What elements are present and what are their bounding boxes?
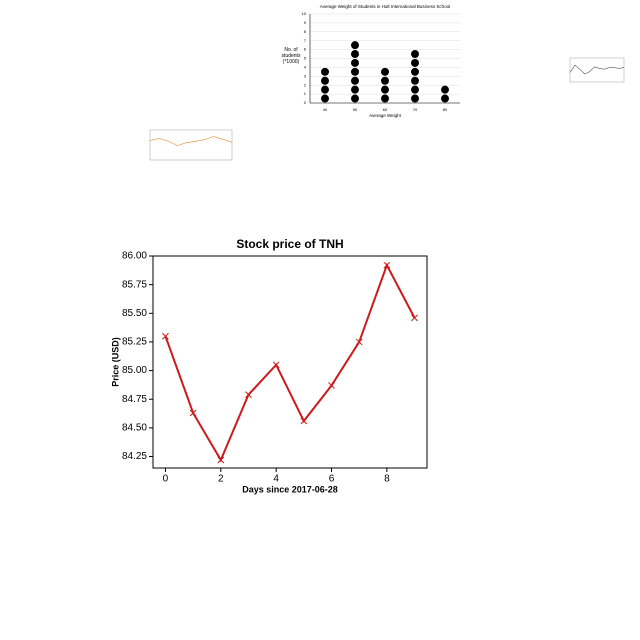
dot xyxy=(321,85,329,94)
marker xyxy=(189,409,197,417)
y-axis-label: No. of students (*1000) xyxy=(281,47,301,65)
chart-title: Average Weight of Students in Hult Inter… xyxy=(320,4,450,9)
y-tick-label: 85.75 xyxy=(122,279,147,290)
dot xyxy=(351,50,359,59)
dot xyxy=(381,85,389,94)
marker xyxy=(245,391,252,399)
dot xyxy=(411,94,419,103)
dot xyxy=(321,67,329,76)
marker xyxy=(300,417,308,425)
marker xyxy=(328,382,335,389)
dot xyxy=(441,85,449,94)
dot xyxy=(321,76,329,85)
x-tick-label: 40 xyxy=(323,107,328,112)
dot xyxy=(411,58,419,67)
dot xyxy=(411,76,419,85)
line xyxy=(164,262,416,463)
dot xyxy=(351,85,359,94)
y-tick-label: 84.75 xyxy=(122,394,147,405)
y-tick-label: 9 xyxy=(304,20,307,25)
plot-frame xyxy=(152,255,428,469)
y-tick-label: 86.00 xyxy=(122,251,147,262)
dot xyxy=(411,50,419,59)
y-tick-label: 84.25 xyxy=(122,451,147,462)
dot xyxy=(321,94,329,103)
y-tick-label: 85.25 xyxy=(122,337,147,348)
dot xyxy=(411,67,419,76)
dot xyxy=(381,67,389,76)
y-tick-label: 6 xyxy=(304,47,307,52)
dot xyxy=(381,76,389,85)
x-tick-label: 70 xyxy=(413,107,418,112)
y-tick-label: 3 xyxy=(304,73,307,78)
marker xyxy=(217,456,225,464)
y-axis-label: Price (USD) xyxy=(110,337,120,387)
y-tick-label: 10 xyxy=(302,11,307,16)
dot xyxy=(351,58,359,67)
line xyxy=(149,136,233,146)
y-tick-label: 0 xyxy=(304,100,307,105)
x-tick-label: 2 xyxy=(218,474,224,485)
x-axis-label: Days since 2017-06-28 xyxy=(242,484,338,494)
y-tick-label: 5 xyxy=(304,56,307,61)
y-tick-label: 85.50 xyxy=(122,308,147,319)
x-tick-label: 8 xyxy=(384,474,390,485)
dot xyxy=(351,76,359,85)
x-tick-label: 6 xyxy=(329,474,335,485)
y-tick-label: 8 xyxy=(304,29,307,34)
dot xyxy=(411,85,419,94)
x-tick-label: 50 xyxy=(353,107,358,112)
dot xyxy=(441,94,449,103)
x-tick-label: 80 xyxy=(443,107,448,112)
y-tick-label: 84.50 xyxy=(122,423,147,434)
y-tick-label: 2 xyxy=(304,82,307,87)
x-tick-label: 0 xyxy=(163,474,169,485)
y-tick-label: 4 xyxy=(304,64,307,69)
x-axis-label: Average Weight xyxy=(369,113,402,118)
chart-title: Stock price of TNH xyxy=(236,237,343,251)
marker xyxy=(355,338,363,346)
marker xyxy=(272,361,280,369)
dot xyxy=(351,94,359,103)
plot-frame xyxy=(149,129,233,161)
marker xyxy=(411,314,418,322)
y-tick-label: 85.00 xyxy=(122,365,147,376)
marker xyxy=(162,332,169,340)
x-tick-label: 4 xyxy=(273,474,279,485)
line xyxy=(569,64,625,75)
y-tick-label: 7 xyxy=(304,38,307,43)
plot-frame xyxy=(569,57,625,83)
dot xyxy=(351,41,359,50)
marker xyxy=(383,261,391,269)
x-tick-label: 60 xyxy=(383,107,388,112)
dot xyxy=(351,67,359,76)
dot xyxy=(381,94,389,103)
y-tick-label: 1 xyxy=(304,91,307,96)
